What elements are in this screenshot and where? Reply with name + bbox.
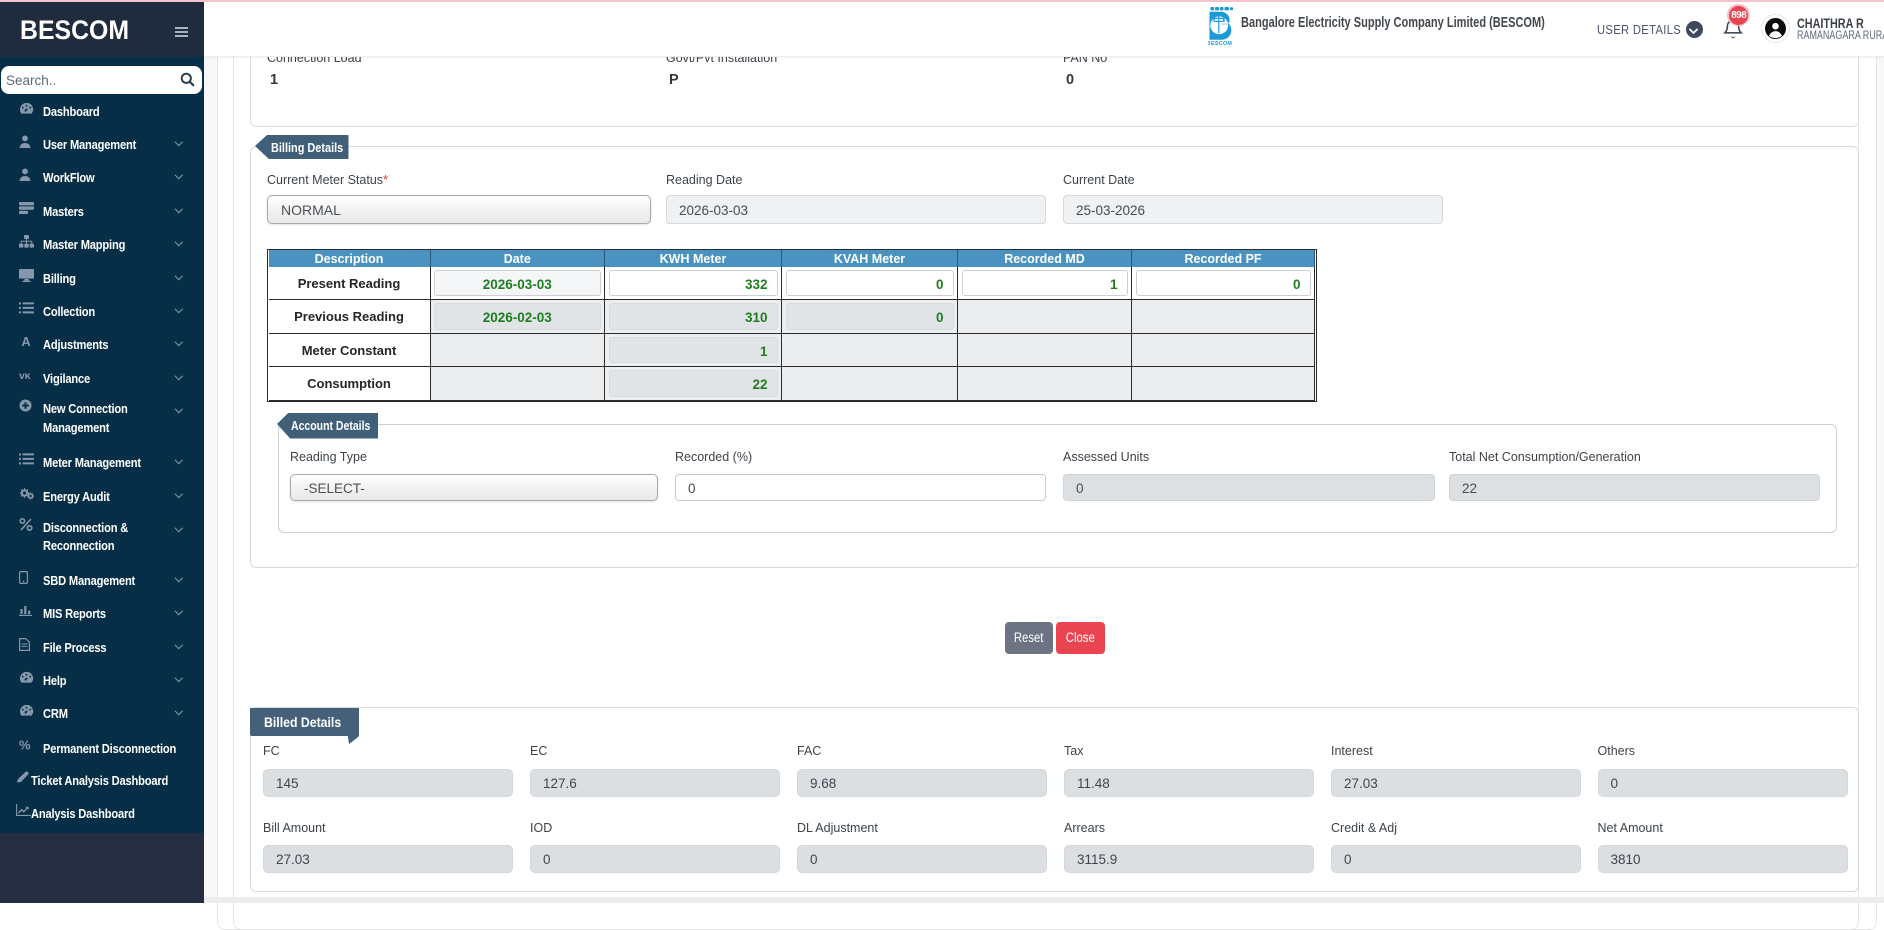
svg-text:BESCOM: BESCOM [1208,41,1232,46]
svg-text:%: % [19,739,31,751]
svg-text:vĸ: vĸ [19,370,31,380]
svg-text:A: A [21,335,31,347]
